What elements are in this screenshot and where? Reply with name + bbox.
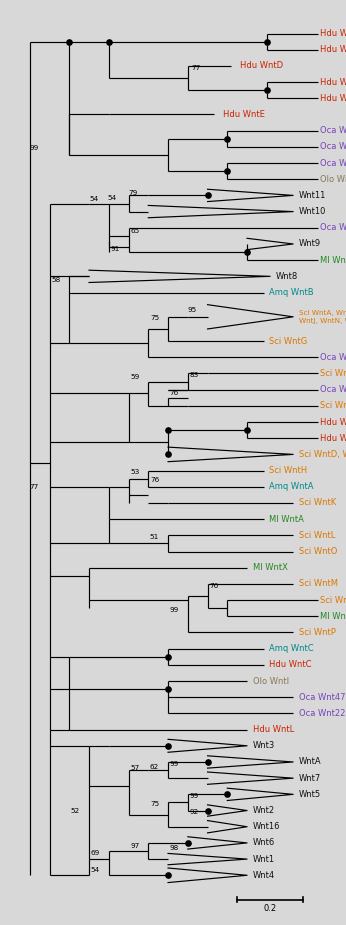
- Text: Sci WntS: Sci WntS: [320, 401, 346, 411]
- Text: Oca Wnt1086: Oca Wnt1086: [320, 142, 346, 152]
- Text: Hdu WntF: Hdu WntF: [320, 45, 346, 55]
- Text: Hdu WntE: Hdu WntE: [224, 110, 265, 119]
- Text: 79: 79: [129, 190, 138, 196]
- Text: Olo WntII: Olo WntII: [320, 175, 346, 184]
- Text: Sci WntD, WntF, WntQ: Sci WntD, WntF, WntQ: [299, 450, 346, 459]
- Text: 83: 83: [190, 372, 199, 378]
- Text: Wnt4: Wnt4: [253, 870, 275, 880]
- Text: Hdu WntL: Hdu WntL: [253, 725, 294, 734]
- Text: 99: 99: [170, 761, 179, 768]
- Text: 99: 99: [170, 607, 179, 612]
- Text: 57: 57: [130, 766, 139, 771]
- Text: Hdu WntG: Hdu WntG: [320, 93, 346, 103]
- Text: Oca Wnt39733: Oca Wnt39733: [320, 385, 346, 394]
- Text: Sci WntK: Sci WntK: [299, 499, 336, 508]
- Text: 76: 76: [150, 477, 159, 483]
- Text: 0.2: 0.2: [264, 904, 277, 913]
- Text: Ml Wnt6: Ml Wnt6: [320, 611, 346, 621]
- Text: Ml WntA: Ml WntA: [270, 514, 304, 524]
- Text: Sci WntG: Sci WntG: [270, 337, 308, 346]
- Text: Amq WntC: Amq WntC: [270, 644, 314, 653]
- Text: Oca Wnt645: Oca Wnt645: [320, 126, 346, 135]
- Text: 76: 76: [209, 584, 218, 589]
- Text: 77: 77: [30, 484, 39, 489]
- Text: Amq WntA: Amq WntA: [270, 482, 314, 491]
- Text: Sci WntH: Sci WntH: [270, 466, 308, 475]
- Text: Oca Wnt20794: Oca Wnt20794: [320, 352, 346, 362]
- Text: 97: 97: [130, 844, 139, 849]
- Text: 62: 62: [150, 764, 159, 770]
- Text: 75: 75: [150, 315, 159, 321]
- Text: 75: 75: [150, 801, 159, 807]
- Text: Sci WntP: Sci WntP: [299, 628, 336, 637]
- Text: Hdu WntJ: Hdu WntJ: [320, 417, 346, 426]
- Text: Sci WntA, WntC, WntE, WntI,
WntJ, WntN, WntR, WntT: Sci WntA, WntC, WntE, WntI, WntJ, WntN, …: [299, 310, 346, 324]
- Text: Ml Wnt9: Ml Wnt9: [320, 255, 346, 265]
- Text: Oca Wnt8090: Oca Wnt8090: [320, 223, 346, 232]
- Text: 52: 52: [71, 808, 80, 813]
- Text: Sci WntL: Sci WntL: [299, 531, 336, 540]
- Text: 54: 54: [107, 195, 116, 201]
- Text: 59: 59: [130, 374, 139, 379]
- Text: Amq WntB: Amq WntB: [270, 288, 314, 297]
- Text: 53: 53: [130, 469, 139, 475]
- Text: 99: 99: [190, 793, 199, 799]
- Text: Sci WntO: Sci WntO: [299, 547, 337, 556]
- Text: Wnt1: Wnt1: [253, 855, 275, 864]
- Text: 65: 65: [130, 228, 139, 234]
- Text: 99: 99: [30, 144, 39, 151]
- Text: Oca Wnt2210: Oca Wnt2210: [299, 709, 346, 718]
- Text: Wnt5: Wnt5: [299, 790, 321, 799]
- Text: 98: 98: [170, 845, 179, 851]
- Text: 77: 77: [191, 66, 200, 71]
- Text: Wnt6: Wnt6: [253, 838, 275, 847]
- Text: Wnt7: Wnt7: [299, 773, 321, 783]
- Text: Wnt10: Wnt10: [299, 207, 327, 216]
- Text: Wnt16: Wnt16: [253, 822, 281, 832]
- Text: Hdu WntI: Hdu WntI: [320, 78, 346, 87]
- Text: Wnt2: Wnt2: [253, 806, 275, 815]
- Text: 54: 54: [91, 868, 100, 873]
- Text: Oca Wnt4777: Oca Wnt4777: [299, 693, 346, 702]
- Text: Sci WntM: Sci WntM: [299, 579, 338, 588]
- Text: 92: 92: [190, 809, 199, 815]
- Text: Wnt3: Wnt3: [253, 741, 275, 750]
- Text: Hdu WntH: Hdu WntH: [320, 29, 346, 38]
- Text: Wnt8: Wnt8: [276, 272, 298, 281]
- Text: 69: 69: [91, 850, 100, 856]
- Text: 51: 51: [150, 534, 159, 540]
- Text: Ml WntX: Ml WntX: [253, 563, 288, 573]
- Text: WntA: WntA: [299, 758, 322, 767]
- Text: Wnt11: Wnt11: [299, 191, 327, 200]
- Text: Sci WntU: Sci WntU: [320, 596, 346, 605]
- Text: Wnt9: Wnt9: [299, 240, 321, 249]
- Text: Hdu WntD: Hdu WntD: [240, 61, 283, 70]
- Text: Hdu WntK: Hdu WntK: [320, 434, 346, 443]
- Text: 76: 76: [170, 390, 179, 396]
- Text: Sci WntB: Sci WntB: [320, 369, 346, 378]
- Text: Oca Wnt8277: Oca Wnt8277: [320, 158, 346, 167]
- Text: 54: 54: [89, 196, 98, 202]
- Text: Olo WntI: Olo WntI: [253, 676, 289, 685]
- Text: 58: 58: [51, 277, 61, 282]
- Text: 95: 95: [188, 306, 197, 313]
- Text: 91: 91: [110, 246, 120, 252]
- Text: Hdu WntC: Hdu WntC: [270, 660, 312, 670]
